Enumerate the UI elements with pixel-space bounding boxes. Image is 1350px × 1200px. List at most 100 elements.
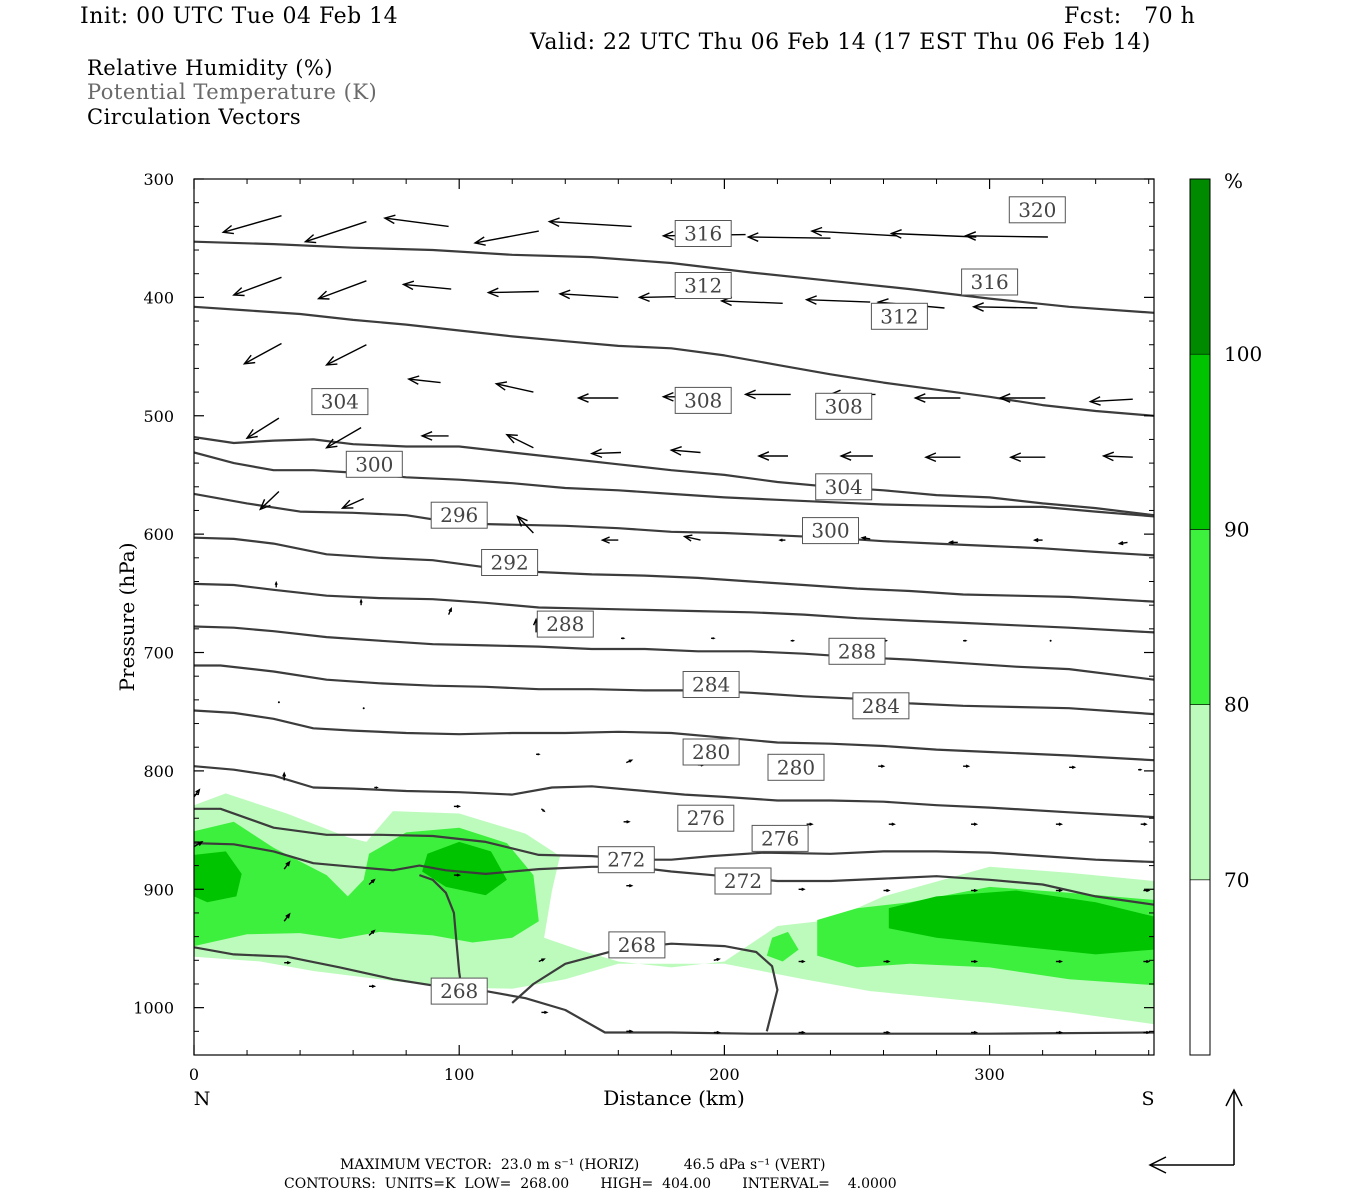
theta-label-304: 304: [815, 473, 873, 501]
y-tick-label: 500: [143, 407, 174, 426]
init-time: Init: 00 UTC Tue 04 Feb 14: [80, 4, 399, 29]
circulation-vector: [1055, 959, 1064, 964]
circulation-vector: [883, 1030, 891, 1035]
colorbar-frame: [1189, 178, 1211, 1056]
theta-contour-276-4: [194, 807, 1154, 864]
circulation-vector: [1055, 1030, 1064, 1035]
theta-contour-280-5: [194, 765, 1154, 819]
axis-layer: 300 400 500 600 700 800 900 1000 0 100 200 300: [133, 170, 1154, 1084]
circulation-vector: [1049, 639, 1052, 642]
theta-label-276: 276: [677, 804, 735, 832]
circulation-vector: [538, 958, 546, 963]
circulation-vector: [888, 822, 896, 826]
circulation-vector: [494, 381, 534, 393]
circulation-vector: [743, 389, 791, 400]
circulation-vector: [277, 701, 280, 704]
svg-text:280: 280: [777, 755, 815, 779]
circulation-vector: [1140, 822, 1148, 826]
svg-text:276: 276: [687, 806, 725, 830]
circulation-vector: [778, 538, 786, 542]
circulation-vector: [368, 878, 376, 886]
reference-vector-icon: [1148, 1088, 1243, 1174]
circulation-vector: [669, 446, 701, 456]
circulation-vector: [274, 580, 278, 588]
circulation-vector: [232, 276, 282, 297]
circulation-vector: [283, 912, 291, 922]
circulation-vector: [626, 884, 634, 888]
rh-region-80-3: [766, 931, 799, 962]
colorbar-swatch: [1189, 529, 1211, 705]
colorbar-swatch: [1189, 704, 1211, 881]
rh-region-90-6: [888, 890, 1154, 955]
theta-label-300: 300: [345, 450, 403, 478]
x-axis-label: Distance (km): [603, 1086, 745, 1110]
circulation-vector: [558, 289, 619, 300]
circulation-vector: [757, 451, 788, 461]
svg-text:304: 304: [825, 475, 863, 499]
svg-text:268: 268: [440, 979, 478, 1003]
circulation-vector: [420, 431, 449, 441]
circulation-vector: [963, 639, 968, 642]
valid-time: Valid: 22 UTC Thu 06 Feb 14 (17 EST Thu …: [530, 30, 1151, 55]
circulation-vector: [839, 451, 873, 461]
circulation-vector: [883, 888, 891, 893]
circulation-vector: [798, 1030, 806, 1035]
theta-label-284: 284: [852, 692, 910, 720]
circulation-vector: [711, 637, 716, 640]
svg-text:284: 284: [692, 673, 730, 697]
theta-label-308: 308: [674, 386, 732, 414]
circulation-vector: [505, 433, 534, 449]
x-tick-label: 0: [189, 1065, 199, 1084]
theta-label-268: 268: [608, 931, 666, 959]
svg-text:316: 316: [684, 222, 722, 246]
circulation-vector: [1008, 452, 1046, 463]
y-tick-label: 900: [143, 880, 174, 899]
circulation-vector: [682, 534, 701, 542]
colorbar-level-label: 90: [1224, 517, 1249, 541]
theta-contour-layer: [194, 240, 1154, 1035]
circulation-vector: [516, 515, 534, 534]
circulation-vector: [486, 287, 539, 298]
circulation-vector: [998, 393, 1046, 403]
circulation-vector: [359, 598, 363, 606]
circulation-vector: [600, 536, 619, 544]
circulation-vector: [1055, 888, 1064, 893]
theta-label-288: 288: [536, 610, 594, 638]
circulation-vector: [221, 215, 282, 235]
circulation-vector: [258, 490, 280, 511]
circulation-vector: [540, 808, 546, 813]
colorbar-level-label: 80: [1224, 693, 1249, 717]
svg-text:288: 288: [838, 639, 876, 663]
svg-text:312: 312: [880, 304, 918, 328]
circulation-vector: [1055, 822, 1064, 826]
circulation-vector: [316, 280, 367, 300]
y-tick-label: 600: [143, 525, 174, 544]
circulation-vector: [368, 929, 376, 936]
end-label-south: S: [1141, 1088, 1154, 1110]
y-axis-label: Pressure (hPa): [115, 543, 139, 692]
circulation-vector: [324, 344, 367, 366]
colorbar-swatch: [1189, 353, 1211, 530]
circulation-vector: [283, 860, 291, 870]
circulation-vector: [1143, 959, 1151, 964]
theta-label-296: 296: [430, 501, 488, 529]
circulation-vector: [401, 280, 452, 291]
circulation-vector: [453, 873, 462, 877]
svg-text:292: 292: [491, 551, 529, 575]
svg-text:280: 280: [692, 740, 730, 764]
circulation-vector: [536, 753, 541, 756]
circulation-vector: [971, 822, 979, 826]
theta-label-304: 304: [311, 388, 369, 416]
theta-label-316: 316: [674, 220, 732, 247]
circulation-vector: [626, 759, 634, 764]
circulation-vector: [447, 607, 452, 615]
theta-contour-268-2: [419, 874, 463, 991]
x-tick-label: 200: [709, 1065, 740, 1084]
circulation-vector: [1088, 396, 1133, 406]
colorbar-unit: %: [1224, 169, 1243, 193]
circulation-vector: [1143, 1030, 1151, 1035]
circulation-vector: [194, 788, 201, 798]
forecast-hour: Fcst: 70 h: [1064, 4, 1196, 29]
circulation-vector: [746, 232, 831, 242]
